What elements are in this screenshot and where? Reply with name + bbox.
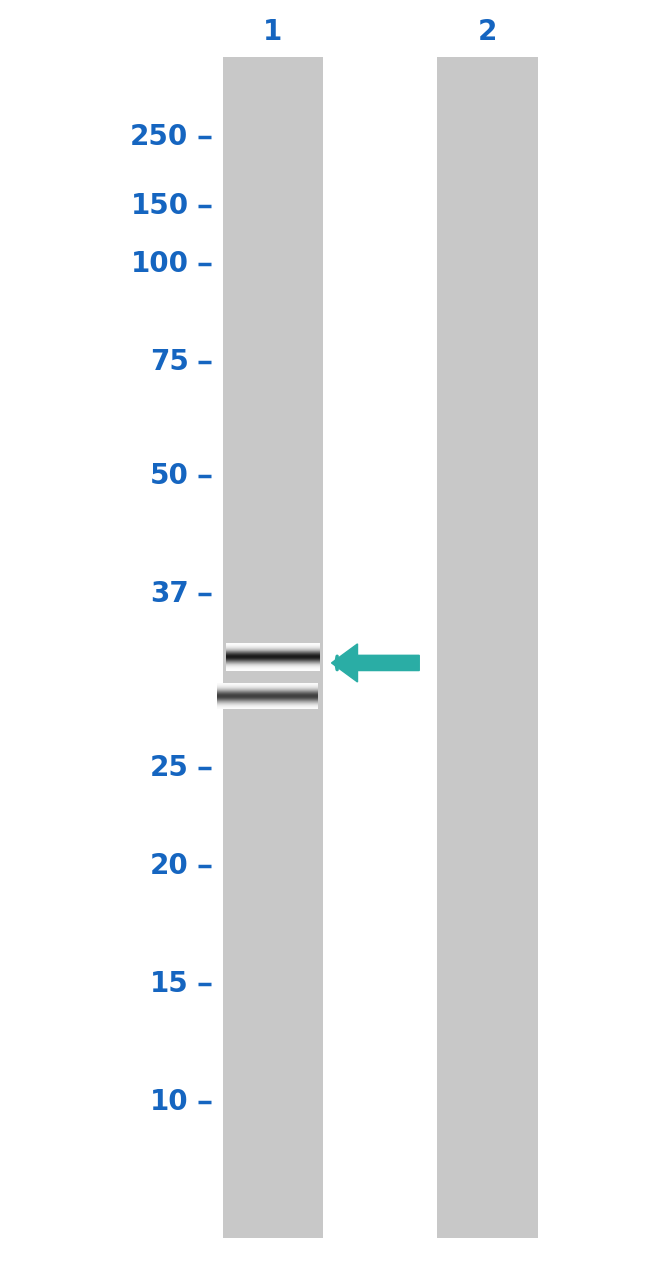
Text: 15: 15: [150, 970, 188, 998]
Text: 1: 1: [263, 18, 283, 46]
Text: 2: 2: [478, 18, 497, 46]
Text: 37: 37: [150, 580, 188, 608]
Text: 50: 50: [150, 462, 188, 490]
Text: 150: 150: [131, 192, 188, 220]
Text: 25: 25: [150, 754, 188, 782]
Text: 75: 75: [150, 348, 188, 376]
Bar: [222, 57, 323, 1238]
Text: 100: 100: [131, 250, 188, 278]
Text: 250: 250: [130, 123, 188, 151]
Text: 10: 10: [150, 1088, 188, 1116]
Text: 20: 20: [150, 852, 188, 880]
FancyArrow shape: [332, 644, 419, 682]
Bar: [437, 57, 538, 1238]
